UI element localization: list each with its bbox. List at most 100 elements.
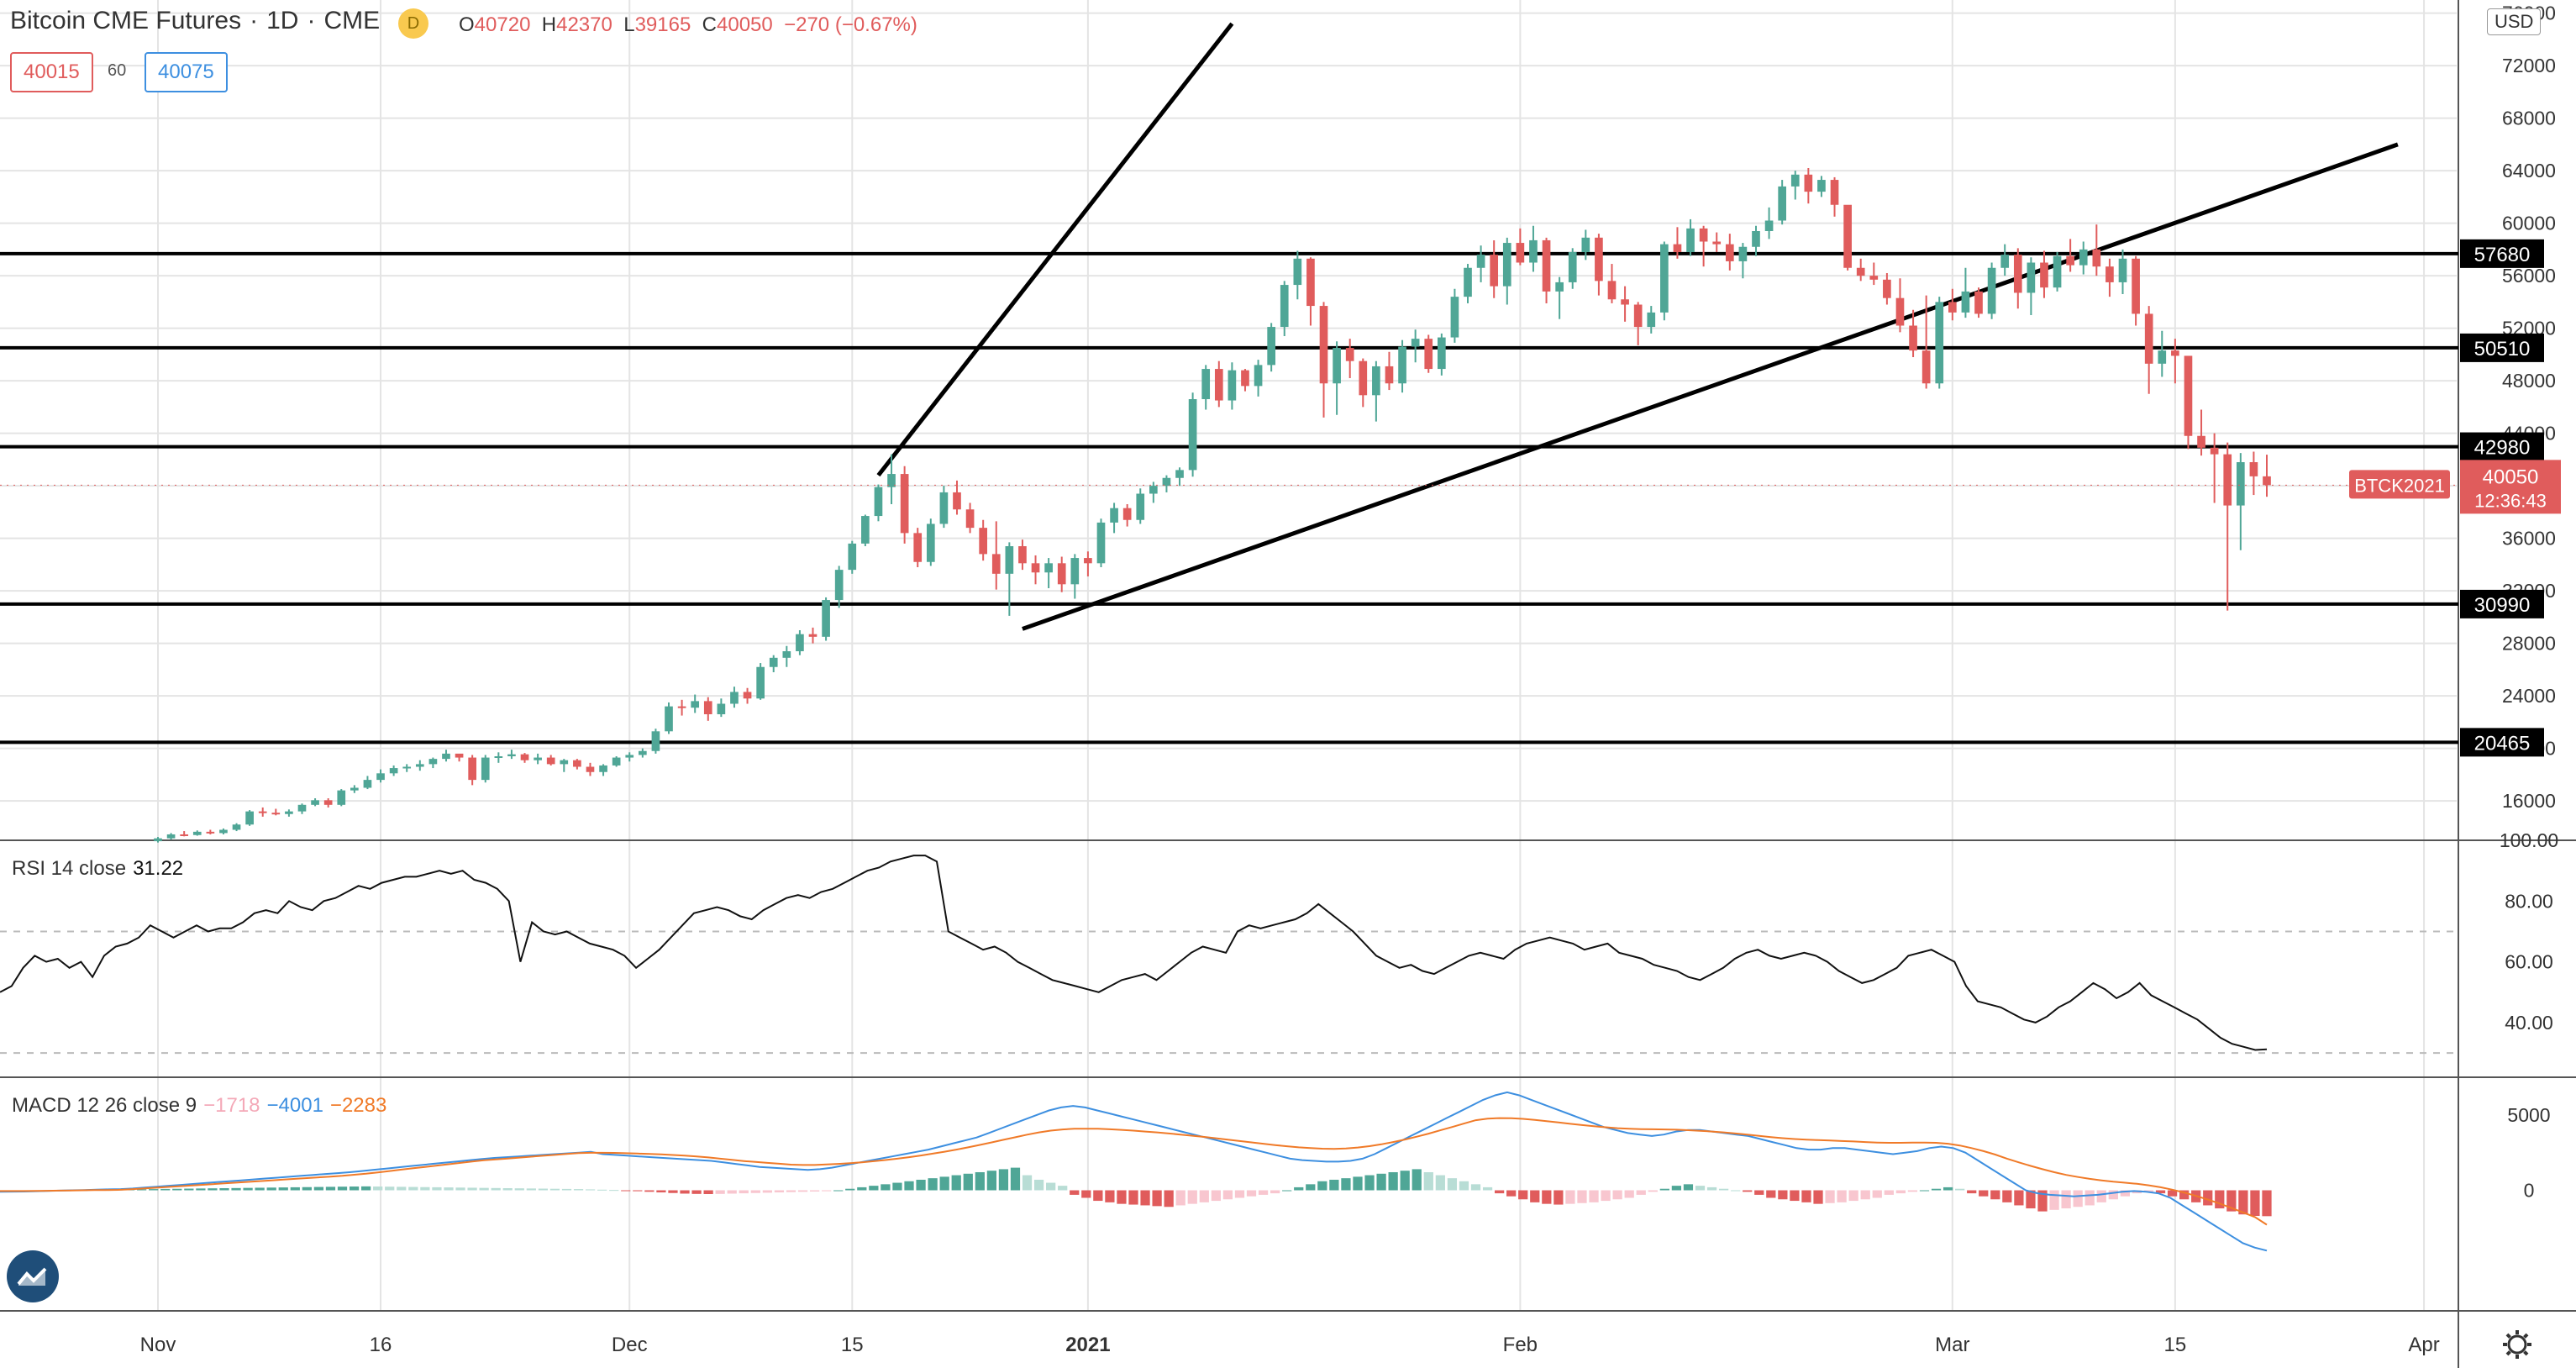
candle-body [389,768,398,774]
candle-body [1529,239,1538,263]
candle [2053,252,2062,292]
settings-gear-icon[interactable] [2503,1330,2531,1359]
tradingview-logo[interactable] [7,1250,59,1302]
candle [1201,365,1211,410]
candle-body [1122,508,1132,520]
macd-histogram-bar [172,1188,182,1191]
macd-histogram-bar [137,1189,147,1191]
macd-histogram-bar [1601,1190,1611,1202]
macd-histogram-bar [833,1190,844,1192]
candle [468,755,476,786]
candle [1948,288,1957,321]
price-tick-label: 48000 [2502,370,2556,392]
level-price-tag [2460,728,2544,757]
candle [442,750,450,762]
macd-histogram-bar [1801,1190,1811,1202]
macd-histogram-bar [1967,1190,1977,1194]
candle [1686,218,1695,256]
exchange-label: CME [323,7,381,34]
macd-histogram-bar [1695,1186,1706,1191]
buy-price-button[interactable]: 40075 [145,52,228,92]
candle-body [1647,312,1656,328]
candle [691,694,700,713]
macd-histogram-bar [2096,1190,2106,1202]
macd-histogram-bar [1234,1190,1245,1198]
candle [743,687,752,704]
macd-histogram-bar [337,1186,348,1191]
candle-body [1699,228,1708,242]
candle [665,702,673,734]
level-price-label: 50510 [2474,338,2531,360]
candle [599,764,607,776]
macd-histogram-bar [290,1186,300,1191]
rsi-legend[interactable]: RSI 14 close 31.22 [12,857,183,881]
candle-body [1830,180,1839,205]
candle [1817,176,1826,197]
candle-body [1018,546,1027,564]
macd-histogram-bar [1258,1190,1269,1195]
x-tick-label: Nov [140,1334,176,1356]
macd-histogram-bar [2061,1190,2071,1209]
candle [651,729,660,754]
candle [1333,341,1341,415]
candle [1516,228,1525,266]
candle-body [285,811,293,814]
macd-histogram-bar [1884,1190,1894,1195]
candle-body [953,492,961,510]
candle-body [1345,348,1354,361]
candle [192,830,202,836]
delayed-data-badge[interactable]: D [398,8,428,39]
candle-body [219,829,228,834]
macd-histogram-bar [1400,1171,1410,1191]
candle [1961,267,1970,318]
candle-body [297,804,307,812]
macd-histogram-bar [573,1189,584,1191]
candle [560,759,569,772]
currency-selector[interactable]: USD [2487,8,2542,35]
candle-body [232,824,241,830]
candle [2197,409,2205,456]
candle [1568,248,1577,289]
open-label: O [459,13,475,36]
candle [1424,334,1433,373]
candle [1162,475,1171,492]
macd-histogram-bar [1837,1190,1847,1202]
macd-legend[interactable]: MACD 12 26 close 9 −1718 −4001 −2283 [12,1094,386,1118]
macd-histogram-bar [491,1187,501,1191]
macd-histogram-bar [302,1186,312,1191]
candle-body [1476,255,1485,268]
candle [965,502,975,534]
candle-body [808,634,817,637]
macd-histogram-bar [750,1190,760,1193]
candle [1464,264,1472,303]
macd-histogram-bar [278,1187,288,1191]
candle-body [1502,243,1511,287]
candle [2158,330,2167,377]
candle-body [2197,435,2205,448]
candle-body [1909,325,1917,351]
change-value: −270 (−0.67%) [784,13,917,36]
x-tick-label: Feb [1503,1334,1538,1356]
candle-body [350,787,359,791]
candle-body [1084,558,1092,564]
last-price-box [2460,460,2561,514]
macd-histogram-bar [1659,1188,1669,1191]
candle [2223,442,2232,611]
candle-body [756,666,765,699]
macd-tick-label: 5000 [2507,1104,2550,1126]
candle [311,798,319,807]
macd-histogram-bar [243,1187,253,1191]
macd-histogram-bar [1105,1190,1115,1202]
interval-label[interactable]: 1D [266,7,299,34]
candle [2105,258,2114,297]
macd-histogram-bar [208,1188,218,1191]
candle-body [730,692,739,704]
candle [874,484,883,522]
candle [1345,339,1354,378]
candle [415,760,424,771]
sell-price-button[interactable]: 40015 [10,52,93,92]
rsi-tick-label: 60.00 [2505,951,2553,973]
candle [507,750,516,760]
candle [638,748,647,758]
